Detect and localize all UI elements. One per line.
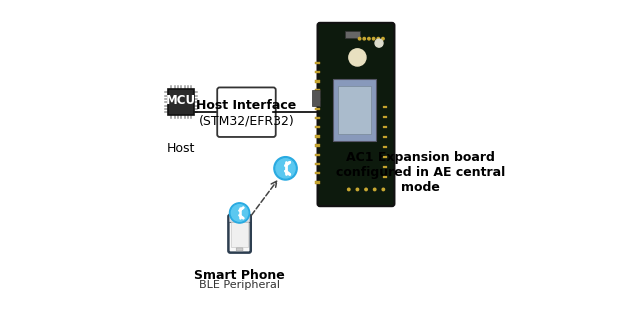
FancyBboxPatch shape xyxy=(315,71,320,74)
FancyBboxPatch shape xyxy=(315,99,320,101)
FancyBboxPatch shape xyxy=(231,222,248,247)
Circle shape xyxy=(375,39,383,47)
Circle shape xyxy=(373,188,376,191)
FancyBboxPatch shape xyxy=(383,106,387,108)
FancyBboxPatch shape xyxy=(345,31,360,38)
Text: BLE Peripheral: BLE Peripheral xyxy=(199,280,280,290)
Circle shape xyxy=(274,157,297,180)
Circle shape xyxy=(349,49,366,66)
Circle shape xyxy=(231,205,248,221)
FancyBboxPatch shape xyxy=(383,116,387,118)
FancyBboxPatch shape xyxy=(333,79,376,141)
FancyBboxPatch shape xyxy=(217,87,276,137)
Circle shape xyxy=(236,218,238,220)
FancyBboxPatch shape xyxy=(315,62,320,64)
Circle shape xyxy=(363,37,365,40)
FancyBboxPatch shape xyxy=(315,163,320,165)
FancyBboxPatch shape xyxy=(318,23,394,206)
FancyBboxPatch shape xyxy=(315,80,320,83)
FancyBboxPatch shape xyxy=(315,126,320,129)
Circle shape xyxy=(358,37,361,40)
FancyBboxPatch shape xyxy=(338,86,371,134)
Circle shape xyxy=(382,37,384,40)
FancyBboxPatch shape xyxy=(236,248,243,251)
FancyBboxPatch shape xyxy=(383,156,387,158)
FancyBboxPatch shape xyxy=(315,144,320,147)
FancyBboxPatch shape xyxy=(315,135,320,138)
FancyBboxPatch shape xyxy=(228,215,251,253)
Circle shape xyxy=(368,37,370,40)
FancyBboxPatch shape xyxy=(383,136,387,138)
FancyBboxPatch shape xyxy=(315,181,320,184)
Circle shape xyxy=(356,188,358,191)
Circle shape xyxy=(230,203,250,223)
Text: Smart Phone: Smart Phone xyxy=(194,269,285,281)
FancyBboxPatch shape xyxy=(168,89,194,115)
FancyBboxPatch shape xyxy=(383,126,387,128)
FancyBboxPatch shape xyxy=(315,154,320,156)
FancyBboxPatch shape xyxy=(383,166,387,168)
FancyBboxPatch shape xyxy=(315,117,320,119)
Text: (STM32/EFR32): (STM32/EFR32) xyxy=(199,115,294,128)
Circle shape xyxy=(382,188,384,191)
FancyBboxPatch shape xyxy=(315,108,320,110)
FancyBboxPatch shape xyxy=(237,218,242,221)
Text: Host Interface: Host Interface xyxy=(196,99,297,112)
Text: MCU: MCU xyxy=(167,94,196,107)
FancyBboxPatch shape xyxy=(229,215,250,222)
Circle shape xyxy=(373,37,375,40)
Circle shape xyxy=(377,37,379,40)
FancyBboxPatch shape xyxy=(315,172,320,174)
Text: AC1 Expansion board
configured in AE central
mode: AC1 Expansion board configured in AE cen… xyxy=(336,151,505,194)
FancyBboxPatch shape xyxy=(315,89,320,92)
Circle shape xyxy=(347,188,350,191)
FancyBboxPatch shape xyxy=(383,146,387,148)
Circle shape xyxy=(276,159,295,178)
FancyBboxPatch shape xyxy=(312,90,320,106)
Text: Host: Host xyxy=(167,142,196,155)
Circle shape xyxy=(365,188,367,191)
FancyBboxPatch shape xyxy=(383,176,387,178)
